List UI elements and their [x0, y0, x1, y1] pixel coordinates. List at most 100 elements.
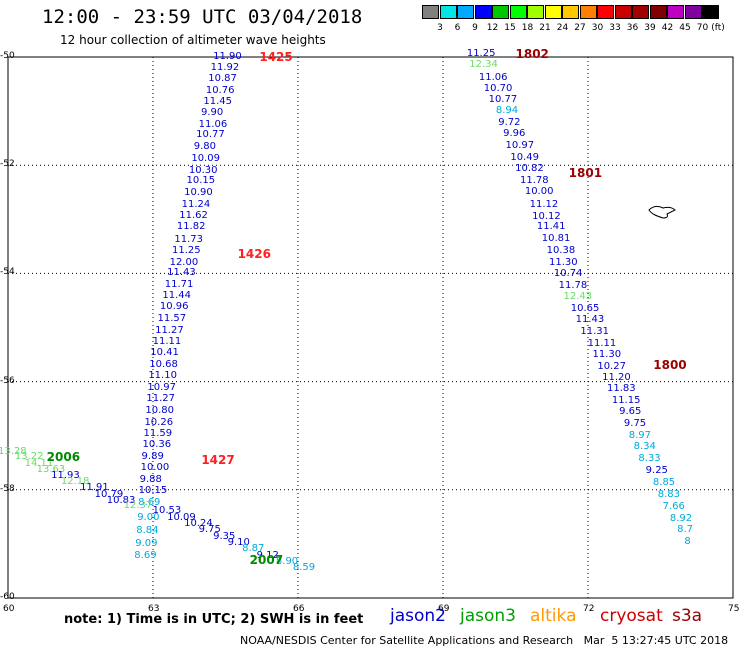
pass-number-label: 1426 [237, 247, 271, 262]
pass-number-label: 1425 [259, 50, 293, 64]
colorbar-label: 15 [504, 23, 516, 33]
wave-height-value: 7.66 [662, 501, 685, 513]
wave-height-value: 10.77 [196, 129, 225, 141]
legend-item-jason3: jason3 [460, 606, 516, 626]
pass-number-label: 2007 [249, 553, 284, 568]
wave-height-value: 11.91 [80, 482, 109, 494]
island-outline [648, 205, 676, 219]
wave-height-value: 12.34 [469, 59, 498, 71]
wave-height-value: 11.43 [575, 314, 605, 326]
pass-number-label: 2006 [46, 450, 81, 465]
wave-height-value: 9.90 [201, 107, 224, 119]
wave-height-value: 10.27 [597, 360, 626, 372]
wave-height-value: 11.62 [179, 210, 208, 222]
colorbar-label: 27 [574, 23, 586, 33]
wave-height-value: 8 [684, 536, 691, 548]
wave-height-value: 10.80 [145, 404, 175, 416]
pass-number-label: 1427 [201, 453, 235, 468]
colorbar-label: 39 [644, 23, 656, 33]
wave-height-value: 10.41 [150, 347, 179, 359]
wave-height-value: 8.69 [138, 497, 161, 509]
colorbar-swatch [509, 5, 527, 19]
wave-height-value: 11.27 [155, 324, 184, 336]
wave-height-value: 8.69 [134, 549, 157, 561]
wave-height-value: 11.30 [549, 256, 578, 268]
wave-height-value: 8.87 [242, 543, 265, 555]
wave-height-value: 8.84 [136, 524, 159, 536]
colorbar-label: 42 [661, 23, 674, 33]
y-tick-label: -60 [0, 592, 15, 602]
y-tick-label: -50 [0, 51, 15, 61]
colorbar-label: 18 [521, 23, 534, 33]
wave-height-value: 11.06 [198, 118, 228, 130]
wave-height-value: 10.09 [167, 511, 196, 523]
wave-height-value: 10.12 [532, 210, 561, 222]
wave-height-value: 10.87 [208, 72, 237, 84]
colorbar-unit: (ft) [711, 23, 725, 33]
wave-height-value: 10.00 [524, 186, 554, 198]
wave-height-value: 12.00 [169, 256, 199, 268]
colorbar-swatch [702, 5, 719, 19]
wave-height-value: 12.37 [123, 500, 153, 512]
colorbar-swatch [457, 5, 474, 19]
colorbar-swatch [492, 5, 509, 19]
wave-height-value: 10.53 [152, 505, 182, 517]
wave-height-value: 12.18 [60, 476, 90, 488]
wave-height-value: 9.65 [619, 406, 642, 418]
wave-height-value: 10.15 [138, 485, 168, 497]
wave-height-value: 9.25 [645, 464, 668, 476]
wave-height-value: 9.35 [213, 530, 236, 542]
colorbar-label: 21 [539, 23, 551, 33]
wave-height-value: 9.88 [139, 474, 162, 486]
wave-height-value: 8.59 [292, 562, 316, 574]
wave-height-value: 9.72 [498, 117, 521, 128]
wave-height-value: 11.31 [580, 325, 610, 337]
wave-height-value: 11.73 [174, 233, 204, 245]
wave-height-value: 8.94 [495, 105, 519, 117]
wave-height-value: 10.36 [142, 439, 172, 451]
wave-height-value: 11.78 [558, 279, 588, 291]
wave-height-value: 13.63 [36, 463, 66, 475]
legend-item-altika: altika [530, 606, 577, 626]
wave-height-value: 9.96 [503, 128, 526, 140]
colorbar-swatch [614, 5, 632, 19]
wave-height-value: 11.44 [162, 290, 191, 302]
legend-item-jason2: jason2 [390, 606, 446, 626]
wave-height-value: 10.49 [510, 151, 539, 163]
colorbar-swatch [562, 5, 579, 19]
wave-height-value: 8.34 [633, 440, 656, 452]
wave-height-value: 11.43 [167, 267, 196, 279]
colorbar-swatch [474, 5, 492, 19]
wave-height-value: 10.97 [505, 140, 535, 152]
wave-height-value: 10.97 [147, 382, 176, 394]
x-tick-label: 66 [293, 604, 305, 614]
wave-height-value: 11.41 [536, 221, 566, 233]
x-tick-label: 63 [148, 604, 160, 614]
wave-height-value: 10.96 [159, 301, 189, 313]
wave-height-value: 9.89 [141, 451, 164, 463]
colorbar-swatch [667, 5, 684, 19]
wave-height-value: 11.06 [478, 71, 508, 83]
wave-height-value: 10.76 [205, 84, 235, 96]
wave-height-value: 8.7 [677, 524, 693, 536]
wave-height-value: 9.75 [623, 417, 647, 429]
wave-height-value: 10.74 [553, 268, 583, 280]
footer-credit: NOAA/NESDIS Center for Satellite Applica… [240, 634, 729, 647]
x-tick-label: 75 [728, 604, 740, 614]
wave-height-value: 10.65 [570, 302, 600, 314]
y-tick-label: -58 [0, 483, 15, 494]
colorbar-label: 30 [591, 23, 604, 33]
wave-height-value: 8.92 [669, 513, 693, 524]
wave-height-value: 10.68 [149, 359, 178, 371]
wave-height-value: 10.30 [188, 164, 218, 176]
colorbar-label: 3 [437, 23, 443, 33]
wave-height-value: 11.10 [148, 370, 177, 382]
wave-height-value: 10.09 [191, 152, 220, 164]
wave-height-value: 9.75 [198, 524, 221, 536]
colorbar-label: 6 [454, 23, 461, 33]
wave-height-value: 13.22 [14, 451, 44, 463]
wave-height-value: 12.43 [563, 291, 593, 303]
wave-height-value: 11.15 [611, 394, 641, 406]
wave-height-value: 10.38 [546, 244, 576, 256]
colorbar-swatch [684, 5, 702, 19]
